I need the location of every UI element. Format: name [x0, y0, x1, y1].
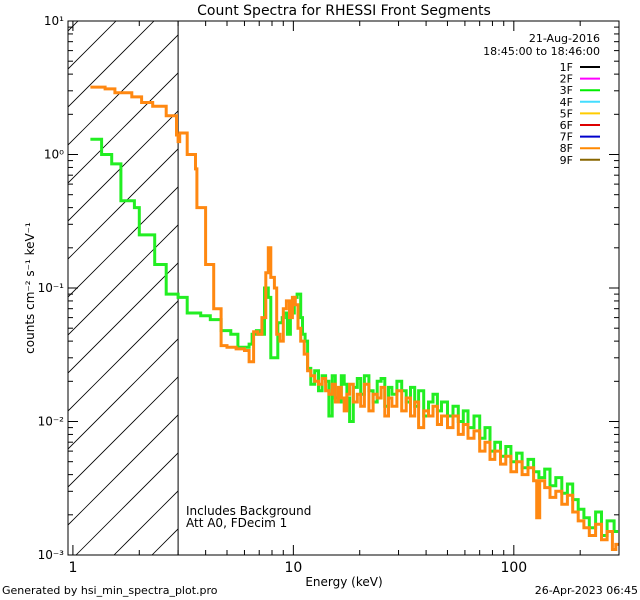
legend-label-7F: 7F: [560, 131, 573, 144]
hatch-line: [68, 110, 179, 222]
legend-date: 21-Aug-2016: [529, 32, 600, 45]
hatch-line: [68, 224, 179, 336]
x-tick-label-1: 1: [68, 560, 77, 576]
y-tick-label-1e-1: 10⁻¹: [38, 281, 65, 295]
series-layer: [90, 85, 619, 551]
y-tick-label-1e-3: 10⁻³: [38, 548, 65, 562]
hatch-line: [68, 72, 179, 184]
hatch-line: [68, 34, 179, 146]
legend-label-1F: 1F: [560, 61, 573, 74]
axis-ticks: [68, 21, 620, 556]
hatch-line: [75, 452, 179, 555]
legend-time-range: 18:45:00 to 18:46:00: [483, 45, 600, 58]
series-line-3F: [90, 137, 619, 537]
legend-label-5F: 5F: [560, 107, 573, 120]
legend-label-4F: 4F: [560, 96, 573, 109]
legend-label-3F: 3F: [560, 84, 573, 97]
legend-label-9F: 9F: [560, 154, 573, 167]
x-tick-label-100: 100: [500, 560, 527, 576]
y-tick-label-1e0: 10⁰: [44, 148, 64, 162]
annotation-attenuator: Att A0, FDecim 1: [186, 516, 287, 530]
hatch-line: [68, 414, 179, 526]
hatch-line: [68, 21, 79, 32]
series-line-8F: [90, 85, 619, 551]
hatch-line: [68, 186, 179, 298]
hatch-line: [266, 0, 640, 555]
hatch-line: [68, 21, 155, 108]
y-tick-label-1e1: 10¹: [44, 14, 64, 28]
y-tick-label-1e-2: 10⁻²: [38, 415, 65, 429]
hatch-line: [228, 0, 640, 555]
hatch-line: [68, 262, 179, 374]
hatch-line: [68, 376, 179, 488]
chart-title: Count Spectra for RHESSI Front Segments: [197, 3, 491, 19]
x-tick-label-10: 10: [284, 560, 302, 576]
hatch-line: [68, 338, 179, 450]
annotation-background: Includes Background: [186, 504, 311, 518]
legend-label-2F: 2F: [560, 73, 573, 86]
legend-label-6F: 6F: [560, 119, 573, 132]
generated-by-label: Generated by hsi_min_spectra_plot.pro: [2, 584, 218, 597]
y-axis-label: counts cm⁻² s⁻¹ keV⁻¹: [23, 222, 37, 354]
x-axis-label: Energy (keV): [305, 575, 382, 589]
legend-label-8F: 8F: [560, 142, 573, 155]
hatch-line: [68, 300, 179, 412]
footer-timestamp: 26-Apr-2023 06:45: [535, 584, 638, 597]
